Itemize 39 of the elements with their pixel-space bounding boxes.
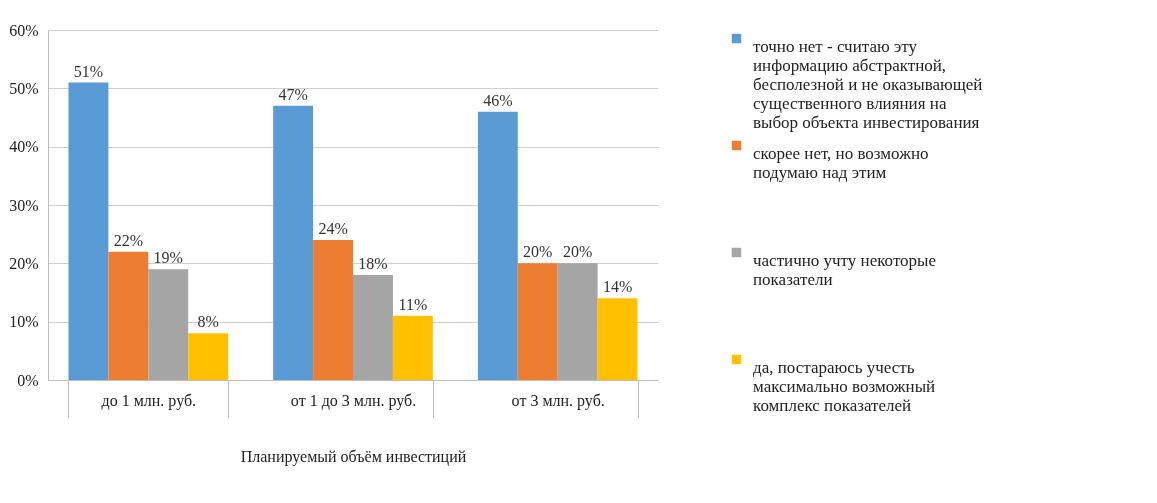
x-axis-title: Планируемый объём инвестиций — [240, 448, 467, 466]
bar — [557, 263, 598, 380]
x-tick-label: от 3 млн. руб. — [511, 391, 605, 410]
x-tick-label: до 1 млн. руб. — [101, 391, 197, 410]
data-label: 20% — [562, 243, 593, 261]
data-label: 14% — [602, 278, 633, 296]
y-tick-label: 0% — [17, 371, 39, 389]
bar — [108, 251, 149, 380]
legend-label: точно нет - считаю эту информацию абстрактной, бесполезной и не оказывающей существенного влияния на выбор объекта инвестирования — [753, 36, 983, 132]
bar — [313, 240, 353, 380]
y-tick-label: 10% — [9, 313, 39, 331]
bar — [597, 298, 638, 380]
data-label: 8% — [197, 313, 219, 331]
legend-label: да, постараюсь учесть максимально возможный комплекс показателей — [753, 357, 936, 415]
bar — [517, 263, 558, 380]
data-label: 20% — [523, 243, 553, 261]
y-tick-label: 20% — [9, 254, 39, 272]
y-tick-label: 60% — [9, 21, 39, 39]
data-label: 51% — [73, 62, 104, 80]
data-label: 47% — [278, 85, 308, 103]
data-label: 19% — [153, 249, 183, 267]
bar — [68, 82, 109, 380]
data-label: 24% — [318, 220, 348, 237]
data-label: 46% — [483, 91, 513, 109]
bar — [148, 269, 189, 380]
y-tick-label: 40% — [9, 138, 39, 156]
bar — [392, 315, 433, 380]
y-tick-label: 30% — [9, 196, 39, 214]
bar — [273, 105, 314, 380]
bar — [477, 111, 518, 380]
bar — [188, 333, 229, 380]
x-tick-label: от 1 до 3 млн. руб. — [290, 391, 417, 410]
legend-label: частично учту некоторые показатели — [753, 250, 937, 289]
data-label: 11% — [398, 295, 428, 313]
legend-label: скорее нет, но возможно подумаю над этим — [753, 143, 929, 182]
y-tick-label: 50% — [9, 79, 39, 97]
bar — [353, 275, 393, 380]
data-label: 22% — [113, 231, 144, 249]
data-label: 18% — [358, 255, 388, 272]
